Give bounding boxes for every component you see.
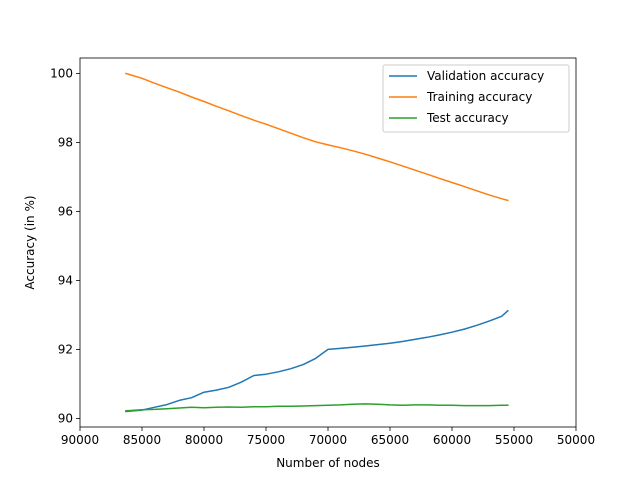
y-axis-label: Accuracy (in %) — [23, 195, 37, 289]
series-line-validation-accuracy — [125, 309, 509, 413]
y-tick-label: 96 — [58, 204, 73, 218]
legend-label-training-accuracy: Training accuracy — [426, 90, 532, 104]
x-tick-label: 60000 — [433, 433, 471, 447]
legend-label-validation-accuracy: Validation accuracy — [427, 69, 544, 83]
x-axis-label: Number of nodes — [276, 456, 380, 470]
x-tick-label: 55000 — [495, 433, 533, 447]
series-line-test-accuracy — [125, 403, 509, 412]
y-tick-label: 90 — [58, 411, 73, 425]
legend-label-test-accuracy: Test accuracy — [426, 111, 509, 125]
y-tick-label: 92 — [58, 342, 73, 356]
x-tick-label: 90000 — [61, 433, 99, 447]
x-tick-label: 50000 — [557, 433, 595, 447]
y-tick-label: 100 — [50, 67, 73, 81]
y-tick-label: 98 — [58, 135, 73, 149]
x-tick-label: 85000 — [123, 433, 161, 447]
legend-frame — [382, 64, 570, 133]
series-lines — [124, 72, 509, 413]
series-line-training-accuracy — [124, 72, 509, 202]
x-tick-label: 80000 — [185, 433, 223, 447]
legend: Validation accuracy Training accuracy Test… — [382, 64, 570, 133]
x-tick-label: 65000 — [371, 433, 409, 447]
y-tick-label: 94 — [58, 273, 73, 287]
x-tick-label: 75000 — [247, 433, 285, 447]
axis-ticks: 90000 85000 80000 75000 70000 65000 60000 55000… — [50, 67, 595, 447]
x-tick-label: 70000 — [309, 433, 347, 447]
